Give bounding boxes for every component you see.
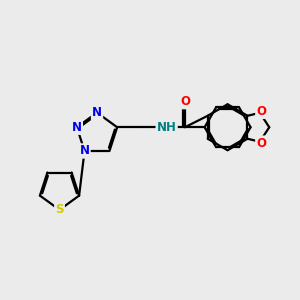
Text: O: O [256,105,266,118]
Text: N: N [80,145,89,158]
Text: O: O [256,137,266,150]
Text: S: S [55,203,64,216]
Text: N: N [92,106,102,119]
Text: O: O [180,95,190,108]
Text: NH: NH [157,121,177,134]
Text: N: N [72,121,82,134]
